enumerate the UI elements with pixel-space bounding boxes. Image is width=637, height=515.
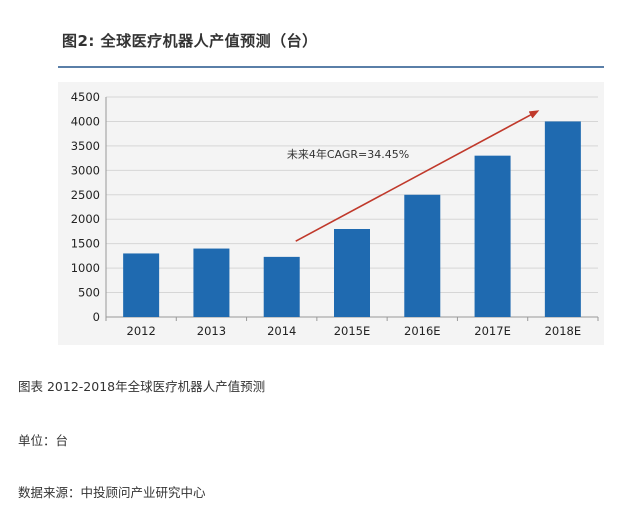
bar-2015E [334,229,370,317]
x-tick-label-2012: 2012 [127,324,156,338]
unit-label: 单位：台 [18,433,69,448]
y-tick-label: 2500 [71,188,100,202]
tick-labels: 0 500 1000 1500 2000 2500 3000 3500 4000 4500 2012… [71,90,581,338]
x-tick-label-2018E: 2018E [545,324,582,338]
x-tick-label-2017E: 2017E [474,324,511,338]
y-tick-label: 3500 [71,139,100,153]
x-tick-label-2016E: 2016E [404,324,441,338]
bar-2018E [544,121,581,317]
cagr-annotation: 未来4年CAGR=34.45% [287,110,540,242]
bar-2014 [263,256,300,317]
x-tick-label-2013: 2013 [197,324,226,338]
cagr-label: 未来4年CAGR=34.45% [287,147,409,161]
bar-2013 [193,248,230,317]
gridlines [106,96,598,294]
y-tick-label: 0 [93,310,100,324]
bar-2017E [474,155,511,317]
y-tick-label: 3000 [71,163,100,177]
title-divider [58,66,604,68]
y-tick-label: 500 [78,286,100,300]
chart-caption: 图表 2012-2018年全球医疗机器人产值预测 [18,379,266,394]
source-label: 数据来源：中投顾问产业研究中心 [18,485,206,500]
chart-panel: 0 500 1000 1500 2000 2500 3000 3500 4000 4500 2012… [58,82,604,345]
cagr-arrow [295,110,540,242]
y-tick-label: 1500 [71,237,100,251]
bar-chart: 0 500 1000 1500 2000 2500 3000 3500 4000 4500 2012… [71,90,599,338]
y-tick-label: 2000 [71,212,100,226]
x-tick-label-2015E: 2015E [334,324,371,338]
y-tick-label: 4500 [71,90,100,104]
y-tick-label: 1000 [71,261,100,275]
y-tick-label: 4000 [71,114,100,128]
figure-title: 图2: 全球医疗机器人产值预测（台） [62,32,318,50]
bar-2012 [123,253,160,317]
bar-2016E [404,194,441,317]
bars [123,121,581,317]
x-tick-label-2014: 2014 [267,324,296,338]
